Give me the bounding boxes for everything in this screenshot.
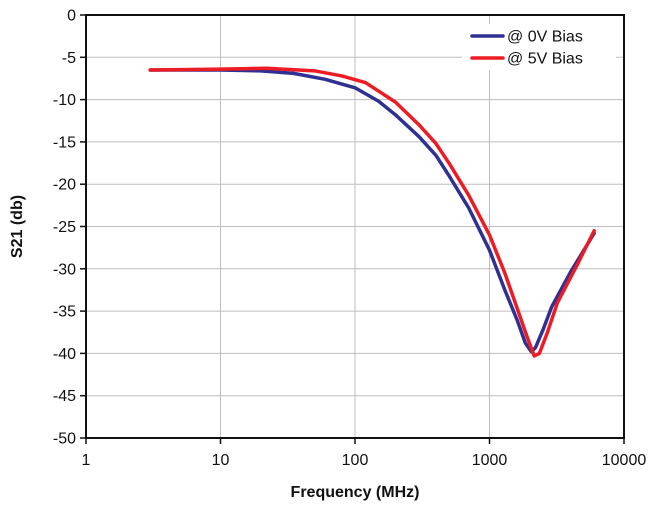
grid (86, 15, 624, 438)
x-tick-label: 10 (212, 452, 230, 469)
y-tick-label: -25 (53, 219, 76, 236)
series-layer (148, 66, 596, 358)
series-line-5v-bias (148, 66, 596, 358)
x-tick-label: 1000 (472, 452, 508, 469)
y-tick-label: -20 (53, 177, 76, 194)
legend-label-5v-bias: @ 5V Bias (507, 51, 583, 68)
x-tick-label: 100 (342, 452, 369, 469)
legend-label-0v-bias: @ 0V Bias (507, 29, 583, 46)
legend: @ 0V Bias @ 5V Bias (462, 24, 616, 70)
y-tick-label: -40 (53, 346, 76, 363)
y-tick-label: -15 (53, 134, 76, 151)
y-tick-label: -50 (53, 431, 76, 448)
legend-box (462, 24, 616, 70)
y-axis-title: S21 (db) (9, 195, 26, 258)
y-tick-label: -10 (53, 92, 76, 109)
y-tick-label: 0 (67, 8, 76, 25)
y-tick-label: -5 (62, 50, 76, 67)
y-tick-label: -30 (53, 261, 76, 278)
y-tick-label: -45 (53, 388, 76, 405)
x-tick-label: 1 (82, 452, 91, 469)
x-axis-title: Frequency (MHz) (291, 484, 420, 501)
x-tick-label: 10000 (602, 452, 647, 469)
y-tick-label: -35 (53, 304, 76, 321)
series-line-0v-bias (148, 68, 596, 354)
ticks: 0 -5 -10 -15 -20 -25 -30 -35 -40 -45 -50 1 10 100 1000… (53, 8, 646, 470)
